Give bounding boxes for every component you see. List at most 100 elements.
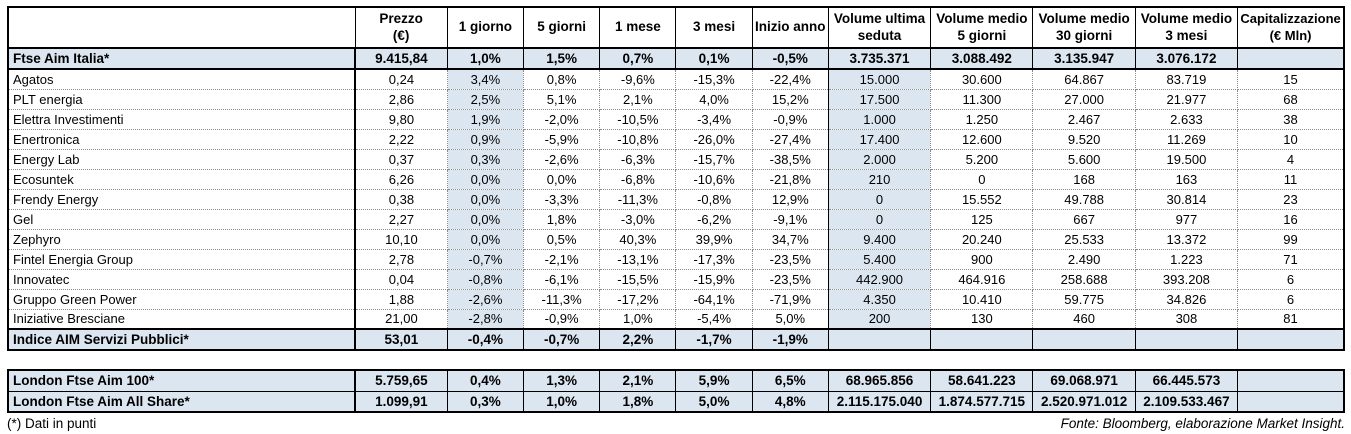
cell: 1,9%	[447, 109, 525, 130]
cell: 23	[1237, 189, 1345, 210]
cell: -23,5%	[752, 269, 829, 290]
cell: 2,1%	[599, 89, 677, 110]
cell: -3,4%	[675, 109, 753, 130]
cell: 3.088.492	[930, 47, 1034, 70]
cell: 1,5%	[523, 47, 601, 70]
cell: 0,0%	[447, 169, 525, 190]
table-row: PLT energia 2,86 2,5% 5,1% 2,1% 4,0% 15,2% 17.5…	[8, 89, 1345, 110]
cell: 1.223	[1135, 249, 1239, 270]
cell: -6,8%	[599, 169, 677, 190]
cell: -38,5%	[752, 149, 829, 170]
header-volume-ultima-seduta: Volume ultima seduta	[827, 6, 932, 49]
header-prezzo: Prezzo (€)	[354, 6, 448, 49]
cell: 5.400	[828, 249, 932, 270]
cell: 1.250	[930, 109, 1034, 130]
cell: 68	[1237, 89, 1345, 110]
cell: 5.200	[930, 149, 1034, 170]
cell: 2.490	[1032, 249, 1136, 270]
table-row: Indice AIM Servizi Pubblici* 53,01 -0,4% -0…	[7, 328, 1345, 351]
cell: -9,6%	[599, 69, 677, 90]
cell: 0,37	[355, 149, 448, 170]
cell: 15.552	[930, 189, 1034, 210]
table-row: Iniziative Bresciane 21,00 -2,8% -0,9% 1,0% -…	[8, 309, 1345, 330]
row-label: Zephyro	[8, 229, 357, 250]
cell: 0	[930, 169, 1034, 190]
cell: 2.000	[828, 149, 932, 170]
cell: 1,0%	[599, 309, 677, 330]
cell: 11	[1237, 169, 1345, 190]
row-label: PLT energia	[8, 89, 357, 110]
cell: 0,0%	[447, 189, 525, 210]
cell: -10,6%	[675, 169, 753, 190]
row-label: Iniziative Bresciane	[8, 309, 357, 330]
header-capitalizzazione: Capitalizzazione (€ Mln)	[1237, 6, 1345, 49]
cell: 4.350	[828, 289, 932, 310]
cell: 12.600	[930, 129, 1034, 150]
cell: 3.735.371	[827, 47, 932, 70]
cell: 27.000	[1032, 89, 1136, 110]
row-label: Energy Lab	[8, 149, 357, 170]
cell: 40,3%	[599, 229, 677, 250]
table-footer: (*) Dati in punti Fonte: Bloomberg, elab…	[7, 416, 1345, 431]
cell: 0,4%	[446, 369, 525, 392]
cell: 10	[1237, 129, 1345, 150]
points-note: (*) Dati in punti	[7, 416, 97, 431]
cell	[1032, 328, 1136, 351]
cell: -3,0%	[599, 209, 677, 230]
cell: 68.965.856	[827, 369, 932, 392]
cell: -0,5%	[751, 47, 829, 70]
cell: 15.000	[828, 69, 932, 90]
table-row: Energy Lab 0,37 0,3% -2,6% -6,3% -15,7% -38,5%…	[8, 149, 1345, 170]
cell: 163	[1135, 169, 1239, 190]
cell: 5,1%	[523, 89, 601, 110]
cell: -23,5%	[752, 249, 829, 270]
header-name-col	[7, 6, 356, 49]
cell: 2,2%	[599, 328, 677, 351]
cell: 25.533	[1032, 229, 1136, 250]
cell: -0,9%	[523, 309, 601, 330]
cell: 130	[930, 309, 1034, 330]
cell: 5.600	[1032, 149, 1136, 170]
cell: -2,0%	[523, 109, 601, 130]
cell: 0,0%	[447, 229, 525, 250]
cell: -0,8%	[675, 189, 753, 210]
cell: -10,8%	[599, 129, 677, 150]
table-row: Agatos 0,24 3,4% 0,8% -9,6% -15,3% -22,4% 15.00…	[8, 69, 1345, 90]
cell: 308	[1135, 309, 1239, 330]
cell: -0,9%	[752, 109, 829, 130]
cell: 59.775	[1032, 289, 1136, 310]
cell: 2,22	[355, 129, 448, 150]
table-row: Fintel Energia Group 2,78 -0,7% -2,1% -13,1%…	[8, 249, 1345, 270]
table-row: London Ftse Aim All Share* 1.099,91 0,3% 1,…	[7, 390, 1345, 413]
row-label: Innovatec	[8, 269, 357, 290]
cell: 4	[1237, 149, 1345, 170]
cell: 58.641.223	[930, 369, 1034, 392]
cell: 2,27	[355, 209, 448, 230]
cell: 5,0%	[752, 309, 829, 330]
row-label: Gruppo Green Power	[8, 289, 357, 310]
cell: 1.099,91	[354, 390, 448, 413]
header-5-giorni: 5 giorni	[523, 6, 601, 49]
cell: -21,8%	[752, 169, 829, 190]
source-attribution: Fonte: Bloomberg, elaborazione Market In…	[1060, 416, 1345, 431]
cell: 5.759,65	[354, 369, 448, 392]
cell: 10.410	[930, 289, 1034, 310]
cell: 977	[1135, 209, 1239, 230]
cell: 19.500	[1135, 149, 1239, 170]
cell: -17,3%	[675, 249, 753, 270]
cell: 1,3%	[523, 369, 601, 392]
cell: -2,8%	[447, 309, 525, 330]
cell: -15,5%	[599, 269, 677, 290]
table-row: Elettra Investimenti 9,80 1,9% -2,0% -10,5% -…	[8, 109, 1345, 130]
header-1-giorno: 1 giorno	[446, 6, 525, 49]
cell: 1,8%	[523, 209, 601, 230]
cell: 0	[828, 209, 932, 230]
cell: -6,3%	[599, 149, 677, 170]
cell	[1237, 47, 1345, 70]
row-label: London Ftse Aim 100*	[7, 369, 357, 392]
cell: -1,9%	[751, 328, 829, 351]
cell: 1,0%	[523, 390, 601, 413]
cell: -13,1%	[599, 249, 677, 270]
cell: 9,80	[355, 109, 448, 130]
header-inizio-anno: Inizio anno	[751, 6, 829, 49]
